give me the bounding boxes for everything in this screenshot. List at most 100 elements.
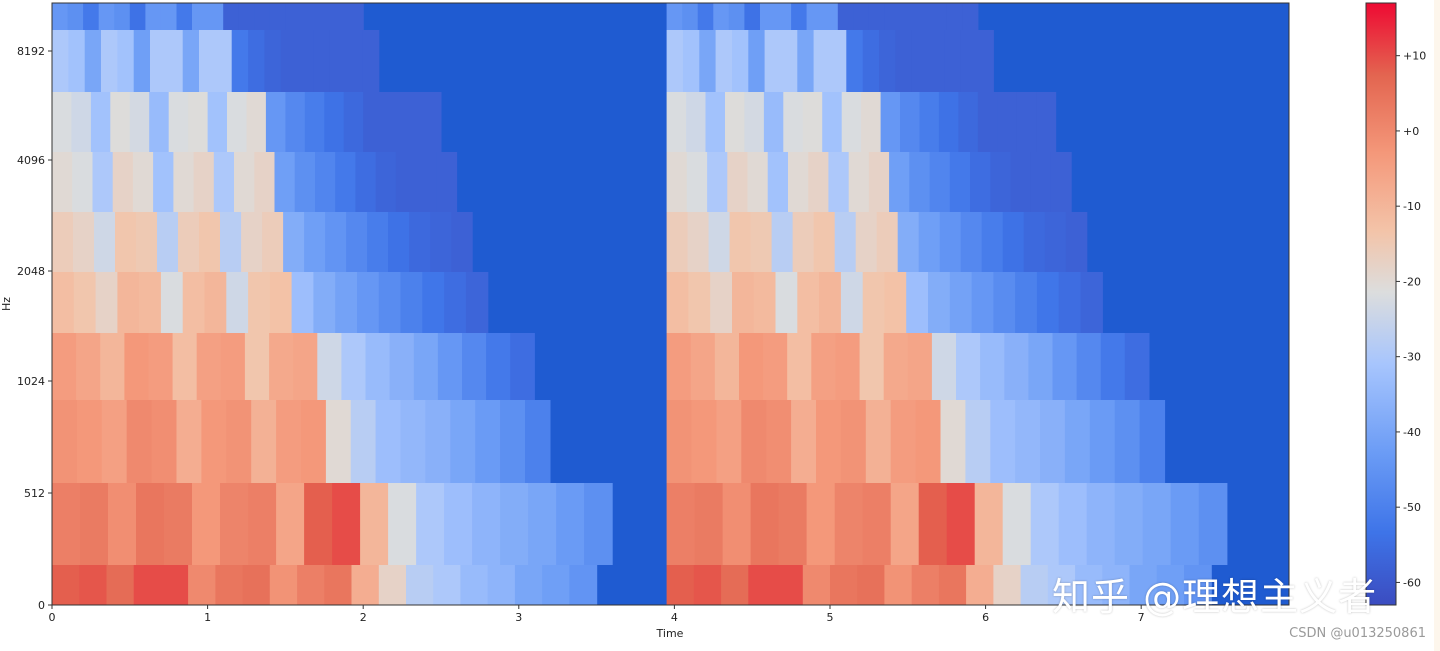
spectrogram-cell-band-1-rep1-frame12 [1002,483,1032,565]
spectrogram-cell-band-1-rep0-frame18 [556,483,585,565]
spectrogram-cell-band-5-rep0-frame11 [283,212,305,272]
spectrogram-cell-band-6-rep1-frame5 [767,152,789,212]
spectrogram-cells [52,3,1228,605]
spectrogram-cell-band-3-rep1-frame10 [907,333,933,400]
spectrogram-cell-band-2-rep0-frame6 [201,400,227,483]
spectrogram-cell-band-6-rep0-frame5 [153,152,174,212]
spectrogram-cell-band-8-rep0-frame6 [150,30,167,92]
spectrogram-cell-band-4-rep0-frame14 [357,272,380,333]
spectrogram-cell-band-0-rep1-frame14 [1047,565,1076,605]
spectrogram-cell-band-0-rep0-frame15 [460,565,489,605]
spectrogram-cell-band-1-rep0-frame16 [500,483,529,565]
spectrogram-cell-band-1-rep0-frame1 [80,483,109,565]
spectrogram-cell-band-0-rep1-frame9 [911,565,940,605]
spectrogram-cell-band-8-rep0-frame16 [313,30,331,92]
spectrogram-cell-band-1-rep0-frame3 [136,483,165,565]
spectrogram-cell-band-0-rep1-frame15 [1075,565,1103,605]
spectrogram-cell-band-3-rep1-frame8 [859,333,885,400]
spectrogram-cell-band-7-rep1-frame18 [1016,92,1037,152]
spectrogram-cell-band-0-rep1-frame7 [857,565,885,605]
spectrogram-cell-band-9-rep0-frame6 [145,3,162,30]
spectrogram-cell-band-3-rep1-frame17 [1076,333,1102,400]
spectrogram-cell-band-7-rep1-frame2 [705,92,726,152]
spectrogram-cell-band-1-rep1-frame4 [778,483,808,565]
spectrogram-cell-band-9-rep1-frame12 [853,3,870,30]
spectrogram-cell-band-8-rep1-frame16 [928,30,945,92]
spectrogram-cell-band-7-rep0-frame0 [52,92,72,152]
spectrogram-cell-band-0-rep1-frame17 [1129,565,1158,605]
spectrogram-cell-band-0-rep0-frame2 [106,565,135,605]
spectrogram-cell-band-6-rep1-frame10 [868,152,890,212]
spectrogram-cell-band-4-rep0-frame2 [95,272,118,333]
spectrogram-cell-band-3-rep1-frame4 [763,333,788,400]
spectrogram-cell-band-3-rep0-frame14 [389,333,415,400]
spectrogram-cell-band-2-rep1-frame14 [1015,400,1041,483]
spectrogram-cell-band-1-rep0-frame12 [388,483,417,565]
spectrogram-cell-band-9-rep0-frame13 [254,3,271,30]
spectrogram-cell-band-8-rep0-frame15 [297,30,314,92]
spectrogram-cell-band-4-rep0-frame12 [313,272,336,333]
colorbar-tick-label-4: -30 [1403,351,1421,364]
spectrogram-cell-band-8-rep0-frame3 [101,30,118,92]
spectrogram-cell-band-5-rep0-frame5 [157,212,179,272]
spectrogram-cell-band-9-rep1-frame19 [962,3,979,30]
spectrogram-cell-band-5-rep1-frame1 [687,212,710,272]
spectrogram-cell-band-8-rep0-frame1 [68,30,86,92]
spectrogram-cell-band-3-rep1-frame11 [931,333,957,400]
spectrogram-cell-band-5-rep1-frame11 [897,212,920,272]
spectrogram-cell-band-7-rep1-frame10 [861,92,882,152]
spectrogram-cell-band-3-rep1-frame13 [980,333,1005,400]
spectrogram-cell-band-3-rep0-frame1 [76,333,101,400]
spectrogram-cell-band-0-rep1-frame0 [666,565,695,605]
spectrogram-cell-band-3-rep1-frame7 [835,333,861,400]
spectrogram-cell-band-9-rep0-frame14 [269,3,286,30]
y-axis-label: Hz [0,297,13,311]
spectrogram-cell-band-0-rep0-frame7 [242,565,271,605]
spectrogram-cell-band-3-rep1-frame19 [1124,333,1150,400]
spectrogram-cell-band-7-rep1-frame7 [802,92,823,152]
spectrogram-cell-band-0-rep0-frame9 [297,565,325,605]
spectrogram-cell-band-4-rep1-frame0 [666,272,689,333]
spectrogram-cell-band-2-rep0-frame3 [126,400,153,483]
spectrogram-cell-band-6-rep1-frame8 [828,152,850,212]
spectrogram-cell-band-3-rep1-frame12 [956,333,981,400]
spectrogram-cell-band-4-rep1-frame14 [971,272,994,333]
spectrogram-cell-band-6-rep1-frame16 [990,152,1012,212]
spectrogram-cell-band-2-rep1-frame16 [1064,400,1091,483]
spectrogram-cell-band-2-rep1-frame4 [766,400,792,483]
spectrogram-cell-band-2-rep1-frame0 [666,400,693,483]
spectrogram-cell-band-2-rep0-frame13 [375,400,402,483]
spectrogram-cell-band-7-rep0-frame17 [382,92,403,152]
spectrogram-cell-band-8-rep1-frame3 [715,30,733,92]
spectrogram-cell-band-9-rep0-frame15 [285,3,302,30]
spectrogram-cell-band-1-rep0-frame6 [220,483,249,565]
colorbar-tick-label-3: -20 [1403,275,1421,288]
spectrogram-cell-band-0-rep0-frame12 [378,565,407,605]
spectrogram-cell-band-0-rep0-frame8 [269,565,298,605]
spectrogram-cell-band-1-rep1-frame13 [1030,483,1060,565]
x-tick-label-3: 3 [515,611,522,624]
spectrogram-cell-band-6-rep0-frame4 [132,152,154,212]
spectrogram-cell-band-6-rep0-frame13 [315,152,336,212]
spectrogram-cell-band-4-rep1-frame9 [862,272,886,333]
spectrogram-cell-band-8-rep1-frame12 [862,30,880,92]
spectrogram-cell-band-5-rep1-frame7 [813,212,836,272]
spectrogram-cell-band-7-rep1-frame6 [783,92,804,152]
spectrogram-cell-band-4-rep1-frame12 [928,272,951,333]
spectrogram-cell-band-3-rep0-frame17 [462,333,487,400]
spectrogram-cell-band-6-rep1-frame1 [686,152,708,212]
spectrogram-cell-band-9-rep0-frame7 [160,3,178,30]
spectrogram-cell-band-5-rep0-frame18 [430,212,452,272]
spectrogram-cell-band-5-rep0-frame4 [136,212,158,272]
spectrogram-cell-band-5-rep1-frame4 [750,212,773,272]
spectrogram-cell-band-3-rep0-frame10 [293,333,318,400]
spectrogram-cell-band-6-rep0-frame6 [173,152,195,212]
spectrogram-cell-band-3-rep0-frame2 [100,333,125,400]
spectrogram-cell-band-3-rep0-frame5 [172,333,198,400]
spectrogram-cell-band-9-rep0-frame4 [114,3,131,30]
spectrogram-cell-band-0-rep0-frame0 [52,565,80,605]
spectrogram-cell-band-9-rep1-frame18 [946,3,963,30]
spectrogram-cell-band-9-rep0-frame17 [316,3,333,30]
spectrogram-cell-band-6-rep0-frame19 [436,152,458,212]
spectrogram-cell-band-7-rep0-frame1 [71,92,92,152]
